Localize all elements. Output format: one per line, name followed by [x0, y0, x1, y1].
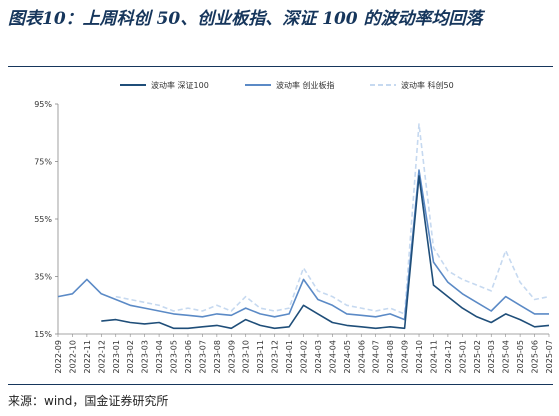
x-tick-label: 2024-03 [314, 340, 323, 373]
y-tick-label: 75% [34, 158, 52, 167]
x-tick-label: 2024-10 [415, 340, 424, 373]
x-tick-label: 2023-08 [213, 340, 222, 373]
x-tick-label: 2024-02 [300, 340, 309, 373]
x-tick-label: 2025-01 [458, 340, 467, 373]
series-lines [57, 123, 550, 330]
x-axis-ticks: 2022-09 2022-10 2022-11 2022-12 2023-01 2023-… [54, 334, 554, 373]
x-tick-label: 2023-11 [256, 340, 265, 373]
y-tick-label: 55% [34, 215, 52, 224]
legend-label-1: 波动率 创业板指 [276, 80, 335, 90]
x-tick-label: 2024-09 [401, 340, 410, 373]
x-tick-label: 2024-01 [285, 340, 294, 373]
x-tick-label: 2025-02 [473, 340, 482, 373]
legend-label-0: 波动率 深证100 [151, 80, 209, 90]
x-tick-label: 2024-12 [444, 340, 453, 373]
x-tick-label: 2024-07 [372, 340, 381, 373]
x-tick-label: 2023-12 [271, 340, 280, 373]
title-divider [8, 66, 553, 67]
x-tick-label: 2024-08 [386, 340, 395, 373]
x-tick-label: 2022-12 [97, 340, 106, 373]
series-line-1 [57, 169, 549, 321]
x-tick-label: 2025-03 [487, 340, 496, 373]
source-divider [8, 384, 553, 385]
x-tick-label: 2023-05 [170, 340, 179, 373]
series-line-0 [101, 175, 550, 330]
x-tick-label: 2025-06 [531, 340, 540, 373]
x-tick-label: 2025-07 [545, 340, 554, 373]
x-tick-label: 2024-06 [357, 340, 366, 373]
y-tick-label: 35% [34, 273, 52, 282]
x-tick-label: 2023-09 [227, 340, 236, 373]
x-tick-label: 2024-05 [343, 340, 352, 373]
legend: 波动率 深证100 波动率 创业板指 波动率 科创50 [120, 80, 454, 90]
y-tick-label: 95% [34, 100, 52, 109]
legend-label-2: 波动率 科创50 [401, 80, 454, 90]
x-tick-label: 2025-05 [516, 340, 525, 373]
x-tick-label: 2023-03 [141, 340, 150, 373]
x-tick-label: 2023-04 [155, 340, 164, 373]
x-tick-label: 2023-07 [198, 340, 207, 373]
x-tick-label: 2023-10 [242, 340, 251, 373]
x-tick-label: 2023-01 [112, 340, 121, 373]
x-tick-label: 2022-09 [54, 340, 63, 373]
x-tick-label: 2022-11 [83, 340, 92, 373]
series-line-2 [115, 123, 550, 315]
x-tick-label: 2024-11 [429, 340, 438, 373]
source-note: 来源：wind，国金证券研究所 [8, 394, 169, 408]
x-tick-label: 2023-06 [184, 340, 193, 373]
chart-title: 图表10：上周科创 50、创业板指、深证 100 的波动率均回落 [8, 9, 483, 29]
x-tick-label: 2025-04 [502, 340, 511, 373]
x-tick-label: 2024-04 [328, 340, 337, 373]
y-tick-label: 15% [34, 330, 52, 339]
y-axis-ticks: 15% 35% 55% 75% 95% [34, 100, 58, 339]
x-tick-label: 2022-10 [68, 340, 77, 373]
x-tick-label: 2023-02 [126, 340, 135, 373]
